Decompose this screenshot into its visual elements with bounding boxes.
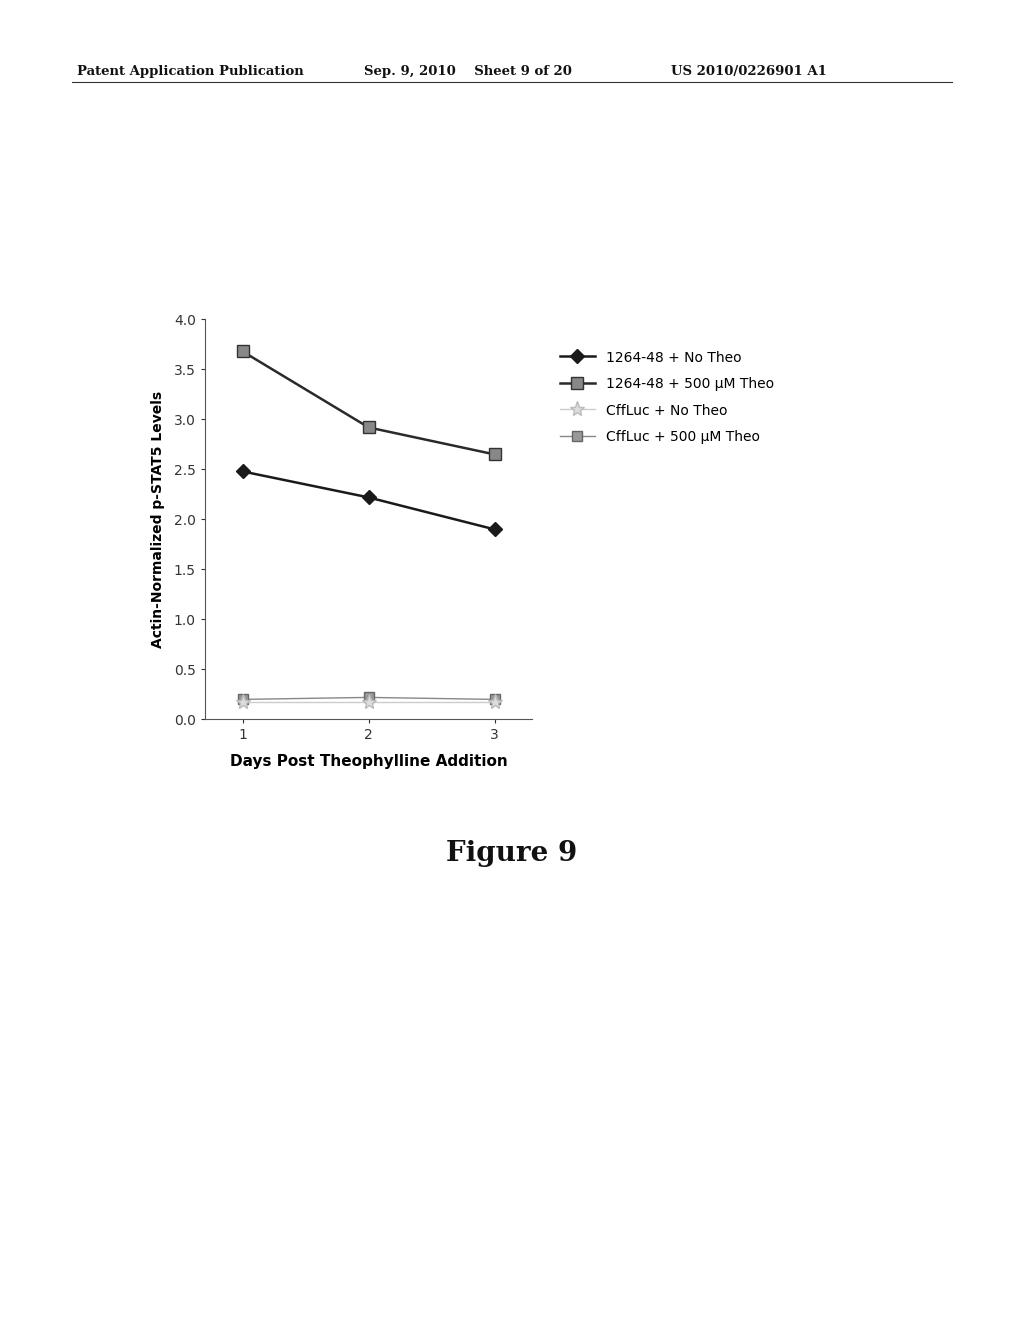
Y-axis label: Actin-Normalized p-STAT5 Levels: Actin-Normalized p-STAT5 Levels [152,391,166,648]
Text: US 2010/0226901 A1: US 2010/0226901 A1 [671,65,826,78]
Text: Sep. 9, 2010    Sheet 9 of 20: Sep. 9, 2010 Sheet 9 of 20 [364,65,571,78]
Text: Figure 9: Figure 9 [446,840,578,867]
X-axis label: Days Post Theophylline Addition: Days Post Theophylline Addition [229,754,508,768]
Legend: 1264-48 + No Theo, 1264-48 + 500 μM Theo, CffLuc + No Theo, CffLuc + 500 μM Theo: 1264-48 + No Theo, 1264-48 + 500 μM Theo… [556,346,778,449]
Text: Patent Application Publication: Patent Application Publication [77,65,303,78]
